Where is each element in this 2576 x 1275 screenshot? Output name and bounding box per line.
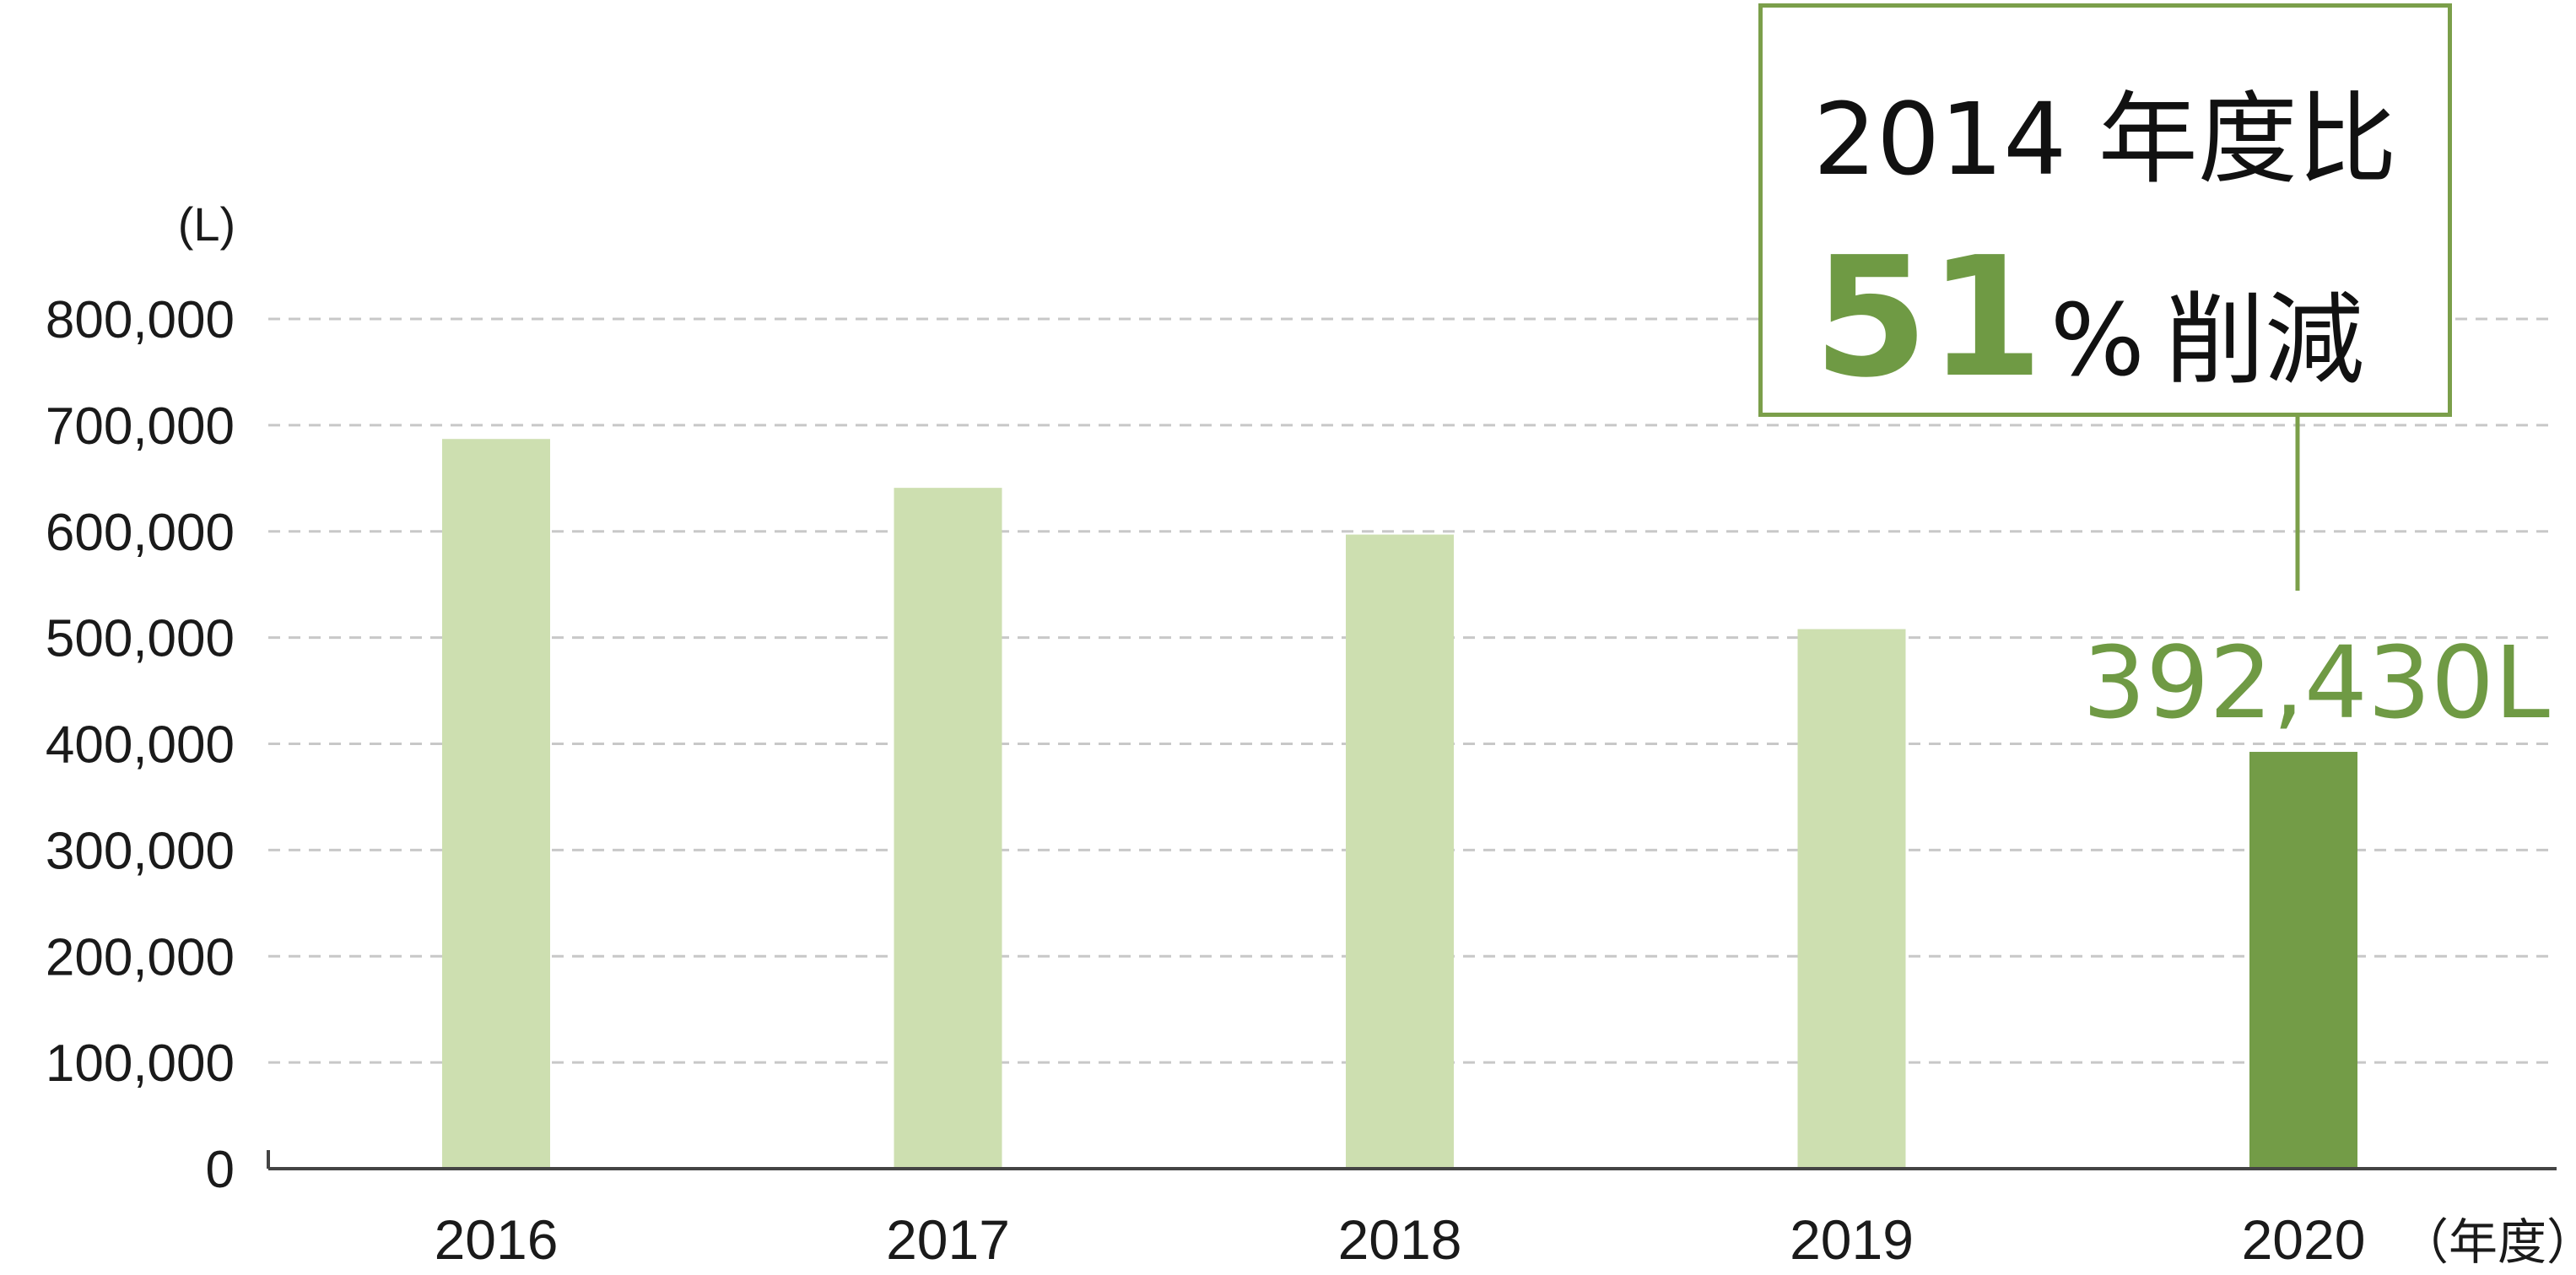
y-tick-label: 400,000 <box>46 716 235 775</box>
y-unit-label: (L) <box>178 197 235 251</box>
x-tick-label: 2019 <box>1790 1208 1914 1271</box>
x-tick-label: 2018 <box>1338 1208 1462 1271</box>
callout-percent-sign: % <box>2049 282 2145 398</box>
y-tick-label: 300,000 <box>46 822 235 880</box>
bar-2020 <box>2249 752 2357 1169</box>
x-tick-label: 2020 <box>2242 1208 2366 1271</box>
bars <box>442 439 2357 1169</box>
bar-2017 <box>894 488 1002 1169</box>
y-tick-label: 800,000 <box>46 291 235 349</box>
y-tick-label: 200,000 <box>46 928 235 986</box>
y-tick-label: 600,000 <box>46 504 235 562</box>
highlight-value-label: 392,430L <box>2082 624 2550 741</box>
y-tick-label: 100,000 <box>46 1035 235 1093</box>
bar-2016 <box>442 439 550 1169</box>
callout-comparison-text: 2014 年度比 <box>1813 81 2397 197</box>
y-tick-label: 0 <box>206 1141 235 1199</box>
y-tick-label: 700,000 <box>46 397 235 456</box>
bar-2019 <box>1797 629 1906 1169</box>
callout-big-number: 51 <box>1813 222 2044 414</box>
x-tick-label: 2017 <box>886 1208 1010 1271</box>
y-tick-labels: 0 100,000 200,000 300,000 400,000 500,000 600,… <box>46 291 235 1199</box>
x-tick-labels: 2016 2017 2018 2019 2020 <box>435 1208 2366 1271</box>
callout-reduction-word: 削減 <box>2164 282 2364 398</box>
reduction-callout-box: 2014 年度比 51% 削減 <box>1758 3 2452 417</box>
callout-reduction-line: 51% 削減 <box>1813 235 2364 403</box>
bar-2018 <box>1346 534 1454 1169</box>
y-tick-label: 500,000 <box>46 610 235 668</box>
axes <box>267 1150 2557 1170</box>
x-axis-label: （年度） <box>2400 1215 2576 1270</box>
x-tick-label: 2016 <box>435 1208 559 1271</box>
